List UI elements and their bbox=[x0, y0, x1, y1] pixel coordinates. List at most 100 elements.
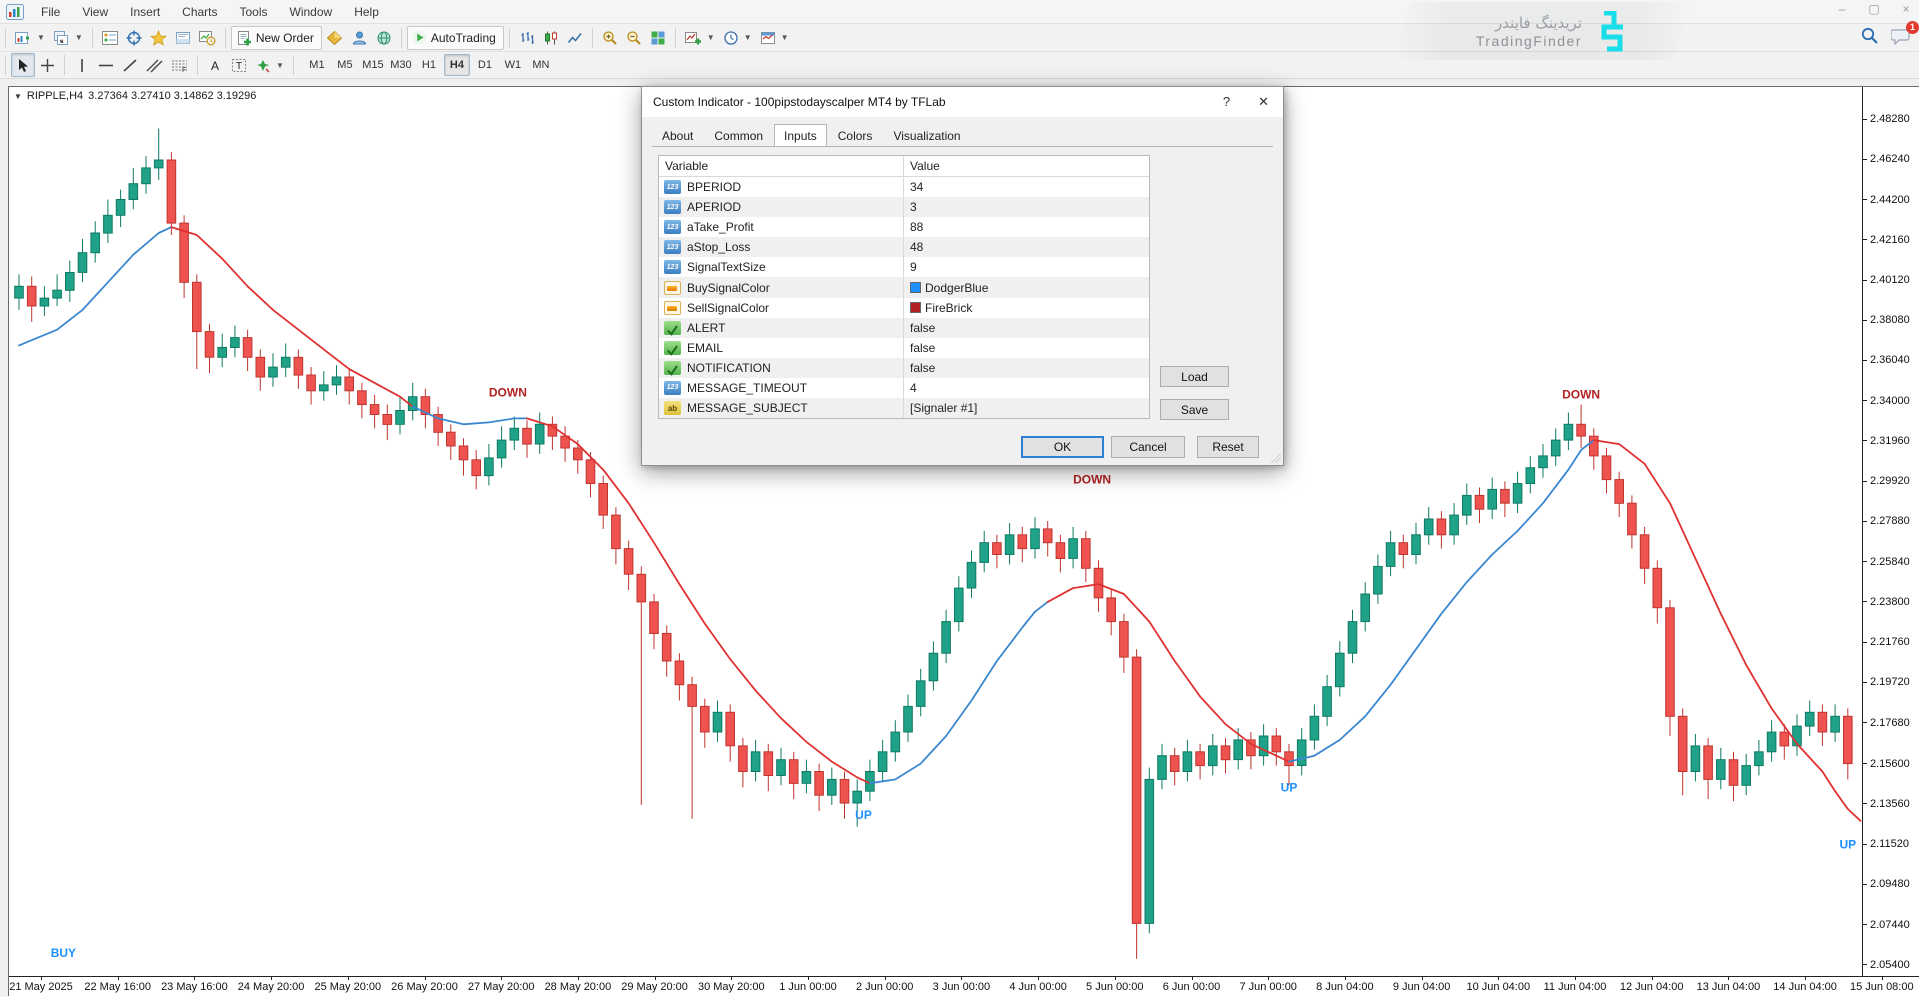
line-chart-mode-button[interactable] bbox=[563, 26, 587, 50]
menu-help[interactable]: Help bbox=[354, 4, 379, 19]
tab-visualization[interactable]: Visualization bbox=[893, 129, 961, 143]
save-button[interactable]: Save bbox=[1160, 399, 1229, 420]
autotrading-button[interactable]: AutoTrading bbox=[406, 25, 504, 50]
bar-chart-mode-button[interactable] bbox=[515, 26, 539, 50]
window-minimize-button[interactable]: – bbox=[1838, 2, 1846, 16]
ok-button[interactable]: OK bbox=[1021, 436, 1104, 458]
numeric-type-icon: 123 bbox=[664, 380, 681, 395]
reset-button[interactable]: Reset bbox=[1197, 436, 1259, 458]
community-button[interactable] bbox=[347, 26, 372, 50]
profiles-button[interactable]: ▼ bbox=[49, 26, 87, 50]
input-row-buysignalcolor[interactable]: BuySignalColor DodgerBlue bbox=[659, 277, 1149, 298]
input-row-sellsignalcolor[interactable]: SellSignalColor FireBrick bbox=[659, 297, 1149, 318]
price-tick-label: 2.46240 bbox=[1863, 153, 1910, 165]
menu-charts[interactable]: Charts bbox=[182, 4, 218, 19]
chart-plot-area[interactable]: DOWN DOWN DOWN UP UP UP BUY bbox=[9, 87, 1862, 976]
menu-view[interactable]: View bbox=[82, 4, 109, 19]
dialog-title-bar[interactable]: Custom Indicator - 100pipstodayscalper M… bbox=[642, 87, 1283, 117]
data-window-button[interactable] bbox=[122, 26, 146, 50]
value-cell[interactable]: 48 bbox=[904, 240, 1149, 254]
input-row-notification[interactable]: NOTIFICATION false bbox=[659, 357, 1149, 378]
timeframe-mn[interactable]: MN bbox=[532, 59, 550, 71]
channel-icon bbox=[146, 59, 163, 72]
timeframe-d1[interactable]: D1 bbox=[477, 59, 492, 71]
value-cell[interactable]: FireBrick bbox=[904, 301, 1149, 315]
timeframe-m30[interactable]: M30 bbox=[390, 59, 412, 71]
search-icon[interactable] bbox=[1860, 26, 1879, 45]
web-terminal-button[interactable] bbox=[372, 26, 396, 50]
tab-inputs[interactable]: Inputs bbox=[774, 124, 827, 146]
timeframe-m15[interactable]: M15 bbox=[362, 59, 384, 71]
toolbar-separator bbox=[91, 27, 93, 48]
new-chart-button[interactable]: ▼ bbox=[11, 26, 49, 50]
terminal-button[interactable] bbox=[171, 26, 195, 50]
navigator-button[interactable] bbox=[146, 26, 171, 50]
value-cell[interactable]: 34 bbox=[904, 180, 1149, 194]
value-cell[interactable]: DodgerBlue bbox=[904, 281, 1149, 295]
cancel-button[interactable]: Cancel bbox=[1111, 436, 1185, 458]
input-row-astop_loss[interactable]: 123 aStop_Loss 48 bbox=[659, 237, 1149, 258]
trendline-tool-button[interactable] bbox=[118, 53, 142, 77]
notifications-button[interactable]: 1 bbox=[1891, 20, 1919, 45]
resize-grip[interactable] bbox=[1271, 453, 1281, 463]
input-row-alert[interactable]: ALERT false bbox=[659, 317, 1149, 338]
cursor-tool-button[interactable] bbox=[11, 53, 35, 77]
menu-window[interactable]: Window bbox=[289, 4, 333, 19]
mql5-button[interactable] bbox=[322, 26, 347, 50]
price-axis[interactable]: 2.48280 2.46240 2.44200 2.42160 2.40120 2.380… bbox=[1862, 87, 1919, 976]
value-cell[interactable]: [Signaler #1] bbox=[904, 401, 1149, 415]
input-row-atake_profit[interactable]: 123 aTake_Profit 88 bbox=[659, 217, 1149, 238]
channel-tool-button[interactable] bbox=[142, 53, 167, 77]
dialog-close-button[interactable]: ✕ bbox=[1258, 94, 1269, 109]
input-row-email[interactable]: EMAIL false bbox=[659, 337, 1149, 358]
window-close-button[interactable]: × bbox=[1902, 2, 1910, 16]
timeframe-h4[interactable]: H4 bbox=[443, 54, 470, 76]
crosshair-tool-button[interactable] bbox=[35, 53, 59, 77]
strategy-tester-button[interactable] bbox=[195, 26, 220, 50]
menu-insert[interactable]: Insert bbox=[130, 4, 161, 19]
timeframe-m5[interactable]: M5 bbox=[337, 59, 353, 71]
input-row-message_subject[interactable]: ab MESSAGE_SUBJECT [Signaler #1] bbox=[659, 398, 1149, 419]
templates-button[interactable]: ▼ bbox=[756, 26, 793, 50]
timeframe-h1[interactable]: H1 bbox=[421, 59, 436, 71]
chevron-down-icon: ▼ bbox=[276, 60, 284, 70]
window-maximize-button[interactable]: ▢ bbox=[1868, 2, 1880, 16]
load-button[interactable]: Load bbox=[1160, 366, 1229, 387]
text-label-tool-button[interactable]: T bbox=[227, 53, 251, 77]
market-watch-button[interactable] bbox=[98, 26, 122, 50]
input-row-message_timeout[interactable]: 123 MESSAGE_TIMEOUT 4 bbox=[659, 377, 1149, 399]
tile-windows-button[interactable] bbox=[646, 26, 670, 50]
tab-common[interactable]: Common bbox=[714, 129, 764, 143]
time-tick-label: 5 Jun 00:00 bbox=[1086, 981, 1144, 993]
arrows-tool-button[interactable]: ▼ bbox=[251, 53, 288, 77]
zoom-out-button[interactable] bbox=[622, 26, 646, 50]
tab-colors[interactable]: Colors bbox=[837, 129, 873, 143]
timeframe-m1[interactable]: M1 bbox=[309, 59, 325, 71]
collapse-caret-icon[interactable]: ▼ bbox=[14, 92, 22, 101]
value-cell[interactable]: false bbox=[904, 321, 1149, 335]
indicators-button[interactable]: ▼ bbox=[681, 26, 719, 50]
value-cell[interactable]: false bbox=[904, 341, 1149, 355]
dialog-help-button[interactable]: ? bbox=[1222, 94, 1231, 109]
time-axis[interactable]: 21 May 2025 22 May 16:00 23 May 16:00 24 Ma… bbox=[9, 976, 1919, 997]
value-cell[interactable]: 3 bbox=[904, 200, 1149, 214]
vertical-line-tool-button[interactable] bbox=[70, 53, 94, 77]
menu-tools[interactable]: Tools bbox=[239, 4, 268, 19]
candlestick-mode-button[interactable] bbox=[539, 26, 563, 50]
zoom-in-button[interactable] bbox=[598, 26, 622, 50]
input-row-signaltextsize[interactable]: 123 SignalTextSize 9 bbox=[659, 257, 1149, 278]
input-row-aperiod[interactable]: 123 APERIOD 3 bbox=[659, 197, 1149, 218]
menu-file[interactable]: File bbox=[41, 4, 61, 19]
input-row-bperiod[interactable]: 123 BPERIOD 34 bbox=[659, 177, 1149, 198]
new-order-button[interactable]: New Order bbox=[230, 25, 322, 50]
value-cell[interactable]: 9 bbox=[904, 260, 1149, 274]
value-cell[interactable]: false bbox=[904, 361, 1149, 375]
periods-button[interactable]: ▼ bbox=[719, 26, 756, 50]
value-cell[interactable]: 88 bbox=[904, 220, 1149, 234]
value-cell[interactable]: 4 bbox=[904, 381, 1149, 395]
text-tool-button[interactable]: A bbox=[203, 53, 227, 77]
tab-about[interactable]: About bbox=[662, 129, 694, 143]
timeframe-w1[interactable]: W1 bbox=[504, 59, 522, 71]
fibonacci-tool-button[interactable]: F bbox=[167, 53, 192, 77]
horizontal-line-tool-button[interactable] bbox=[94, 53, 118, 77]
